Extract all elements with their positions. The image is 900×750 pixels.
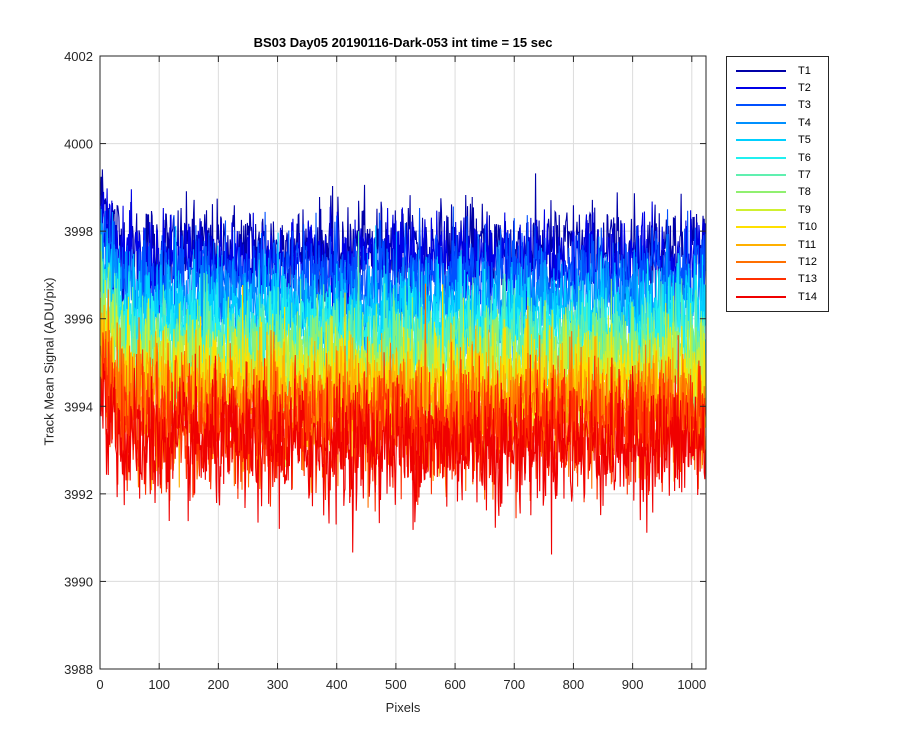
x-tick-label: 500	[385, 677, 407, 692]
legend-swatch	[736, 156, 786, 159]
legend-swatch	[736, 295, 786, 298]
y-tick-label: 3998	[64, 224, 93, 239]
y-axis-label: Track Mean Signal (ADU/pix)	[41, 277, 57, 446]
legend-item-t8: T8	[727, 184, 828, 201]
legend-item-t10: T10	[727, 219, 828, 236]
legend-item-t5: T5	[727, 132, 828, 149]
x-tick-label: 600	[444, 677, 466, 692]
legend-label: T10	[798, 221, 817, 234]
legend-swatch	[736, 87, 786, 90]
legend-swatch	[736, 208, 786, 211]
legend-label: T11	[798, 238, 817, 251]
y-tick-label: 3988	[64, 662, 93, 677]
legend-swatch	[736, 139, 786, 142]
legend-label: T7	[798, 169, 811, 182]
x-tick-label: 700	[503, 677, 525, 692]
legend-label: T9	[798, 203, 811, 216]
legend-swatch	[736, 243, 786, 246]
x-tick-label: 800	[563, 677, 585, 692]
x-tick-label: 100	[148, 677, 170, 692]
x-tick-label: 300	[267, 677, 289, 692]
x-tick-label: 1000	[677, 677, 706, 692]
series-line-t2	[100, 188, 707, 335]
legend-item-t9: T9	[727, 201, 828, 218]
x-axis-label: Pixels	[385, 700, 421, 715]
legend-item-t11: T11	[727, 236, 828, 253]
legend-swatch	[736, 104, 786, 107]
legend-item-t4: T4	[727, 114, 828, 131]
legend-swatch	[736, 278, 786, 281]
legend: T1 T2 T3 T4 T5 T6 T7 T8 T9 T10 T11 T12 T13 T14	[726, 56, 829, 312]
legend-swatch	[736, 69, 786, 72]
legend-item-t6: T6	[727, 149, 828, 166]
legend-label: T5	[798, 134, 811, 147]
y-tick-label: 4000	[64, 137, 93, 152]
legend-item-t3: T3	[727, 97, 828, 114]
y-tick-label: 4002	[64, 49, 93, 64]
legend-label: T8	[798, 186, 811, 199]
legend-item-t13: T13	[727, 271, 828, 288]
x-tick-label: 200	[208, 677, 230, 692]
chart-title: BS03 Day05 20190116-Dark-053 int time = …	[253, 35, 553, 50]
y-tick-label: 3994	[64, 399, 93, 414]
legend-item-t1: T1	[727, 62, 828, 79]
x-tick-label: 900	[622, 677, 644, 692]
legend-item-t12: T12	[727, 253, 828, 270]
y-tick-label: 3990	[64, 574, 93, 589]
axes-box	[99, 55, 707, 670]
legend-item-t7: T7	[727, 166, 828, 183]
legend-swatch	[736, 191, 786, 194]
legend-label: T12	[798, 255, 817, 268]
legend-label: T3	[798, 99, 811, 112]
legend-swatch	[736, 121, 786, 124]
y-tick-label: 3996	[64, 312, 93, 327]
y-tick-label: 3992	[64, 487, 93, 502]
legend-swatch	[736, 260, 786, 263]
legend-label: T1	[798, 64, 811, 77]
legend-label: T2	[798, 82, 811, 95]
legend-swatch	[736, 174, 786, 177]
series-line-t14	[100, 353, 707, 555]
legend-item-t2: T2	[727, 79, 828, 96]
x-tick-label: 0	[96, 677, 103, 692]
legend-label: T13	[798, 273, 817, 286]
x-tick-label: 400	[326, 677, 348, 692]
legend-swatch	[736, 226, 786, 229]
legend-label: T4	[798, 116, 811, 129]
legend-label: T6	[798, 151, 811, 164]
legend-item-t14: T14	[727, 288, 828, 305]
legend-label: T14	[798, 290, 817, 303]
